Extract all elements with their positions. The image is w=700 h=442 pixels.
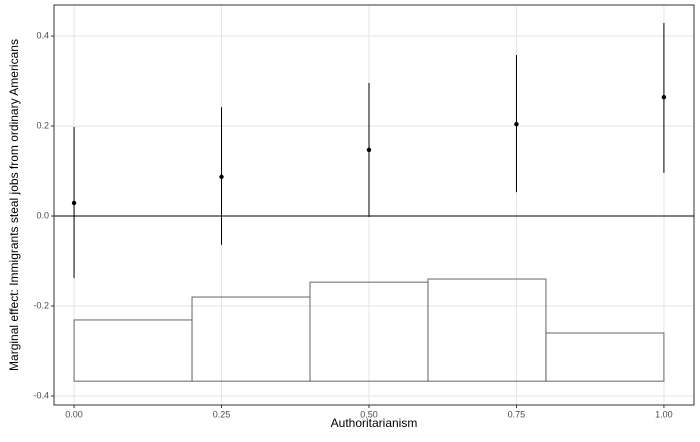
- x-tick-label: 1.00: [655, 409, 673, 419]
- histogram-bar: [191, 296, 311, 382]
- histogram-bar: [73, 319, 193, 382]
- x-tick-label: 0.00: [65, 409, 83, 419]
- point: [219, 174, 224, 180]
- y-tick-label: 0.2: [36, 120, 49, 130]
- plot-border: [53, 4, 695, 406]
- y-tick-label: -0.4: [33, 390, 49, 400]
- y-axis-title: Marginal effect: Immigrants steal jobs f…: [7, 39, 21, 371]
- x-tick-label: 0.25: [213, 409, 231, 419]
- point: [366, 147, 372, 153]
- y-tick-label: 0.0: [36, 210, 49, 220]
- point: [661, 95, 667, 100]
- y-tick-label: -0.2: [33, 300, 49, 310]
- histogram-bar: [545, 332, 665, 382]
- histogram-bar: [427, 278, 547, 382]
- x-axis-title: Authoritarianism: [331, 416, 418, 430]
- x-tick-label: 0.75: [508, 409, 526, 419]
- point: [514, 122, 519, 127]
- x-tick-label: 0.50: [360, 409, 378, 419]
- y-tick-label: 0.4: [36, 30, 49, 40]
- point: [71, 200, 77, 206]
